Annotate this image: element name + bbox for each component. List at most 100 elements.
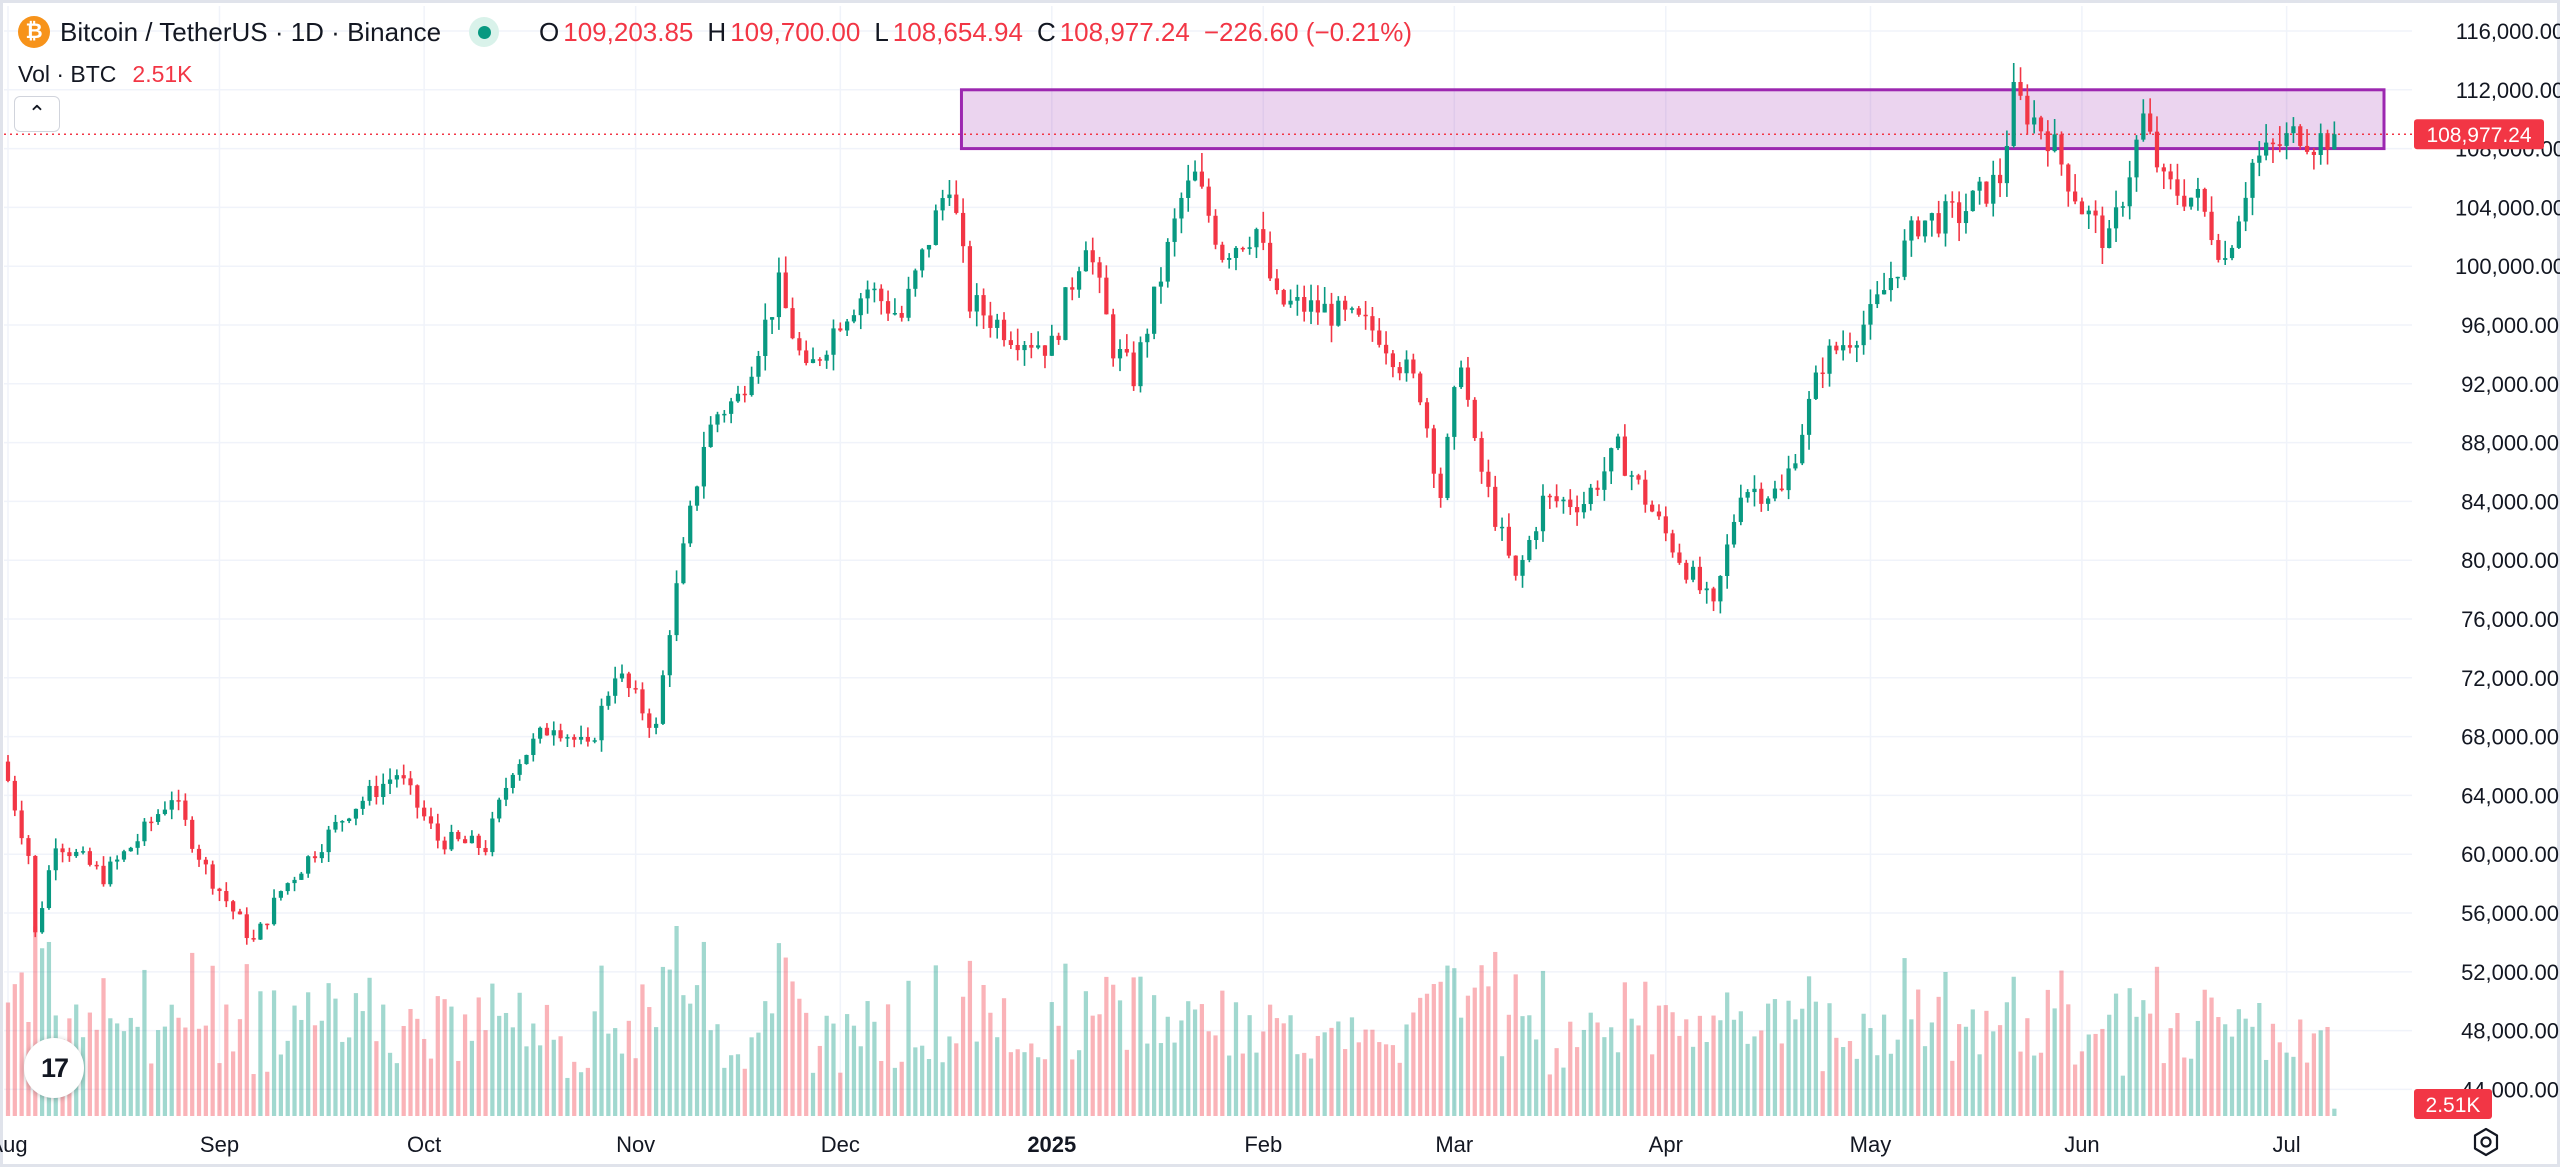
candle-body[interactable] (1772, 488, 1778, 499)
candle-body[interactable] (940, 198, 945, 211)
candle-body[interactable] (39, 908, 45, 933)
candle-body[interactable] (1827, 345, 1832, 374)
candle-body[interactable] (1656, 511, 1662, 517)
candle-body[interactable] (1315, 300, 1320, 313)
candle-body[interactable] (469, 835, 475, 844)
candle-body[interactable] (954, 194, 959, 213)
candle-body[interactable] (817, 359, 822, 361)
candle-body[interactable] (1042, 345, 1048, 356)
candle-body[interactable] (688, 505, 693, 544)
candle-body[interactable] (701, 446, 706, 487)
candle-body[interactable] (1922, 220, 1928, 237)
candle-body[interactable] (1663, 516, 1668, 534)
candle-body[interactable] (1595, 487, 1600, 490)
candle-body[interactable] (1499, 526, 1505, 529)
candle-body[interactable] (1172, 218, 1177, 242)
candle-body[interactable] (708, 424, 713, 447)
candle-body[interactable] (258, 923, 263, 940)
candle-body[interactable] (1881, 290, 1887, 295)
candle-body[interactable] (1070, 287, 1075, 290)
candle-body[interactable] (2216, 240, 2221, 260)
candle-body[interactable] (578, 736, 584, 740)
candle-body[interactable] (572, 737, 577, 740)
candle-body[interactable] (1984, 181, 1989, 204)
symbol-title[interactable]: Bitcoin / TetherUS · 1D · Binance (60, 16, 442, 47)
candle-body[interactable] (422, 807, 427, 817)
candle-body[interactable] (824, 354, 829, 361)
candle-body[interactable] (926, 244, 932, 250)
candle-body[interactable] (244, 914, 249, 939)
tradingview-logo-icon[interactable]: 17 (24, 1038, 84, 1098)
candle-body[interactable] (653, 723, 659, 728)
candle-body[interactable] (1383, 344, 1389, 354)
candle-body[interactable] (2154, 131, 2160, 168)
candle-body[interactable] (1493, 486, 1498, 527)
candle-body[interactable] (2113, 207, 2119, 229)
candle-body[interactable] (2277, 144, 2282, 146)
candle-body[interactable] (947, 194, 952, 199)
candle-body[interactable] (2318, 133, 2323, 155)
candle-body[interactable] (1806, 398, 1812, 435)
candle-body[interactable] (340, 821, 345, 823)
candle-body[interactable] (722, 413, 727, 416)
candle-body[interactable] (1540, 495, 1546, 532)
candle-body[interactable] (517, 764, 522, 775)
candle-body[interactable] (2127, 177, 2132, 207)
candle-body[interactable] (1199, 171, 1204, 187)
candle-body[interactable] (995, 319, 1000, 328)
candle-body[interactable] (367, 785, 372, 801)
candle-body[interactable] (1581, 504, 1587, 513)
candle-body[interactable] (1943, 201, 1948, 234)
candle-body[interactable] (2229, 247, 2235, 259)
candle-body[interactable] (2250, 162, 2255, 198)
candle-body[interactable] (1909, 220, 1914, 241)
candle-body[interactable] (913, 270, 918, 289)
candle-body[interactable] (660, 675, 666, 724)
candle-body[interactable] (988, 315, 993, 328)
candle-body[interactable] (1479, 438, 1484, 472)
candle-body[interactable] (1766, 498, 1771, 504)
candle-body[interactable] (1991, 174, 1996, 204)
candle-body[interactable] (1929, 213, 1934, 221)
candle-body[interactable] (1295, 297, 1300, 301)
candle-body[interactable] (967, 246, 973, 312)
candle-body[interactable] (1718, 575, 1723, 602)
candle-body[interactable] (1377, 330, 1382, 345)
candle-body[interactable] (544, 727, 550, 736)
candle-body[interactable] (1322, 303, 1327, 313)
candle-body[interactable] (94, 864, 99, 867)
candle-body[interactable] (763, 319, 768, 356)
candle-body[interactable] (135, 841, 140, 848)
candle-body[interactable] (176, 800, 181, 802)
candle-body[interactable] (851, 315, 857, 322)
candle-body[interactable] (1117, 349, 1123, 359)
candle-body[interactable] (2284, 133, 2289, 146)
candle-body[interactable] (2107, 228, 2112, 249)
candle-body[interactable] (2236, 221, 2241, 248)
candle-body[interactable] (1868, 304, 1873, 325)
candle-body[interactable] (435, 823, 440, 841)
candle-body[interactable] (838, 328, 843, 331)
candle-body[interactable] (1186, 180, 1191, 198)
candle-body[interactable] (415, 785, 420, 808)
candle-body[interactable] (531, 738, 536, 755)
candle-body[interactable] (1152, 286, 1157, 334)
candle-body[interactable] (1049, 335, 1054, 356)
resistance-zone[interactable] (959, 88, 2386, 151)
candle-body[interactable] (26, 838, 31, 856)
candle-body[interactable] (1124, 349, 1129, 353)
candle-body[interactable] (981, 295, 986, 316)
candle-body[interactable] (565, 737, 570, 739)
candle-body[interactable] (2202, 188, 2207, 212)
candle-body[interactable] (2093, 210, 2098, 216)
candle-body[interactable] (2045, 131, 2050, 152)
candle-body[interactable] (217, 888, 222, 892)
candle-body[interactable] (2100, 215, 2105, 249)
candle-body[interactable] (899, 313, 904, 318)
candle-body[interactable] (1615, 436, 1621, 449)
candle-body[interactable] (1411, 359, 1416, 374)
candle-body[interactable] (1622, 436, 1627, 476)
candle-body[interactable] (2025, 95, 2030, 125)
candle-body[interactable] (1670, 533, 1675, 553)
candle-body[interactable] (1090, 250, 1095, 263)
